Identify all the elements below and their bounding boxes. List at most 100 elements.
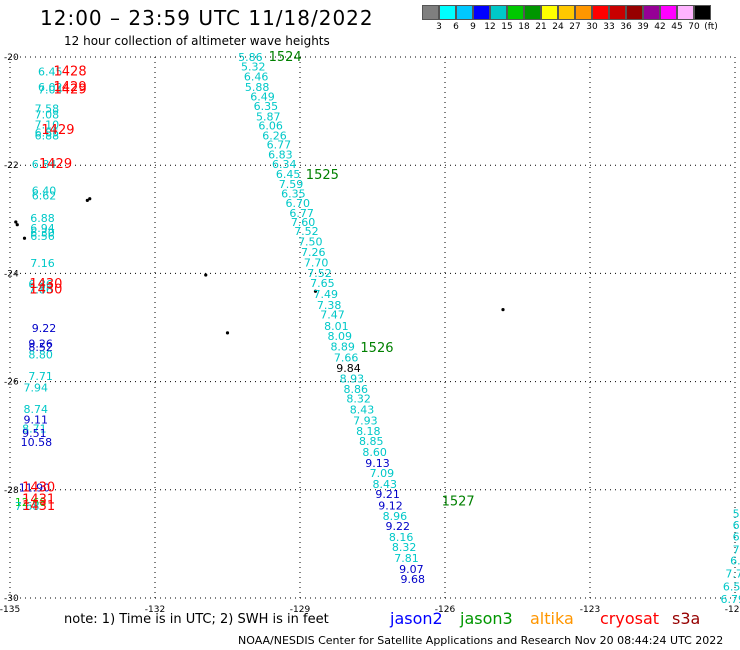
legend-label: 42 bbox=[654, 22, 666, 32]
x-tick-label: -132 bbox=[145, 605, 165, 615]
footer-credit: NOAA/NESDIS Center for Satellite Applica… bbox=[238, 634, 724, 647]
legend-swatch bbox=[643, 5, 660, 20]
wave-height-value: 9.22 bbox=[386, 520, 411, 533]
legend-label: 36 bbox=[620, 22, 632, 32]
wave-height-value: 7.93 bbox=[353, 415, 378, 428]
legend-swatch bbox=[422, 5, 439, 20]
y-tick-label: -30 bbox=[4, 594, 19, 604]
wave-height-value: 7.66 bbox=[334, 351, 359, 364]
wave-height-value: 7.10 bbox=[35, 119, 60, 132]
legend-swatch bbox=[660, 5, 677, 20]
y-tick-label: -24 bbox=[4, 269, 19, 279]
wave-height-value: 8.93 bbox=[340, 372, 365, 385]
wave-height-value: 8.89 bbox=[330, 340, 355, 353]
pass-number-label: 1527 bbox=[442, 495, 475, 510]
legend-label: 3 bbox=[436, 22, 442, 32]
legend-jason3: jason3 bbox=[460, 609, 513, 628]
legend-label: 30 bbox=[586, 22, 598, 32]
wave-height-value: 7.60 bbox=[291, 216, 316, 229]
map-title: 12:00 – 23:59 UTC 11/18/2022 bbox=[40, 6, 374, 30]
wave-height-value: 12.68 bbox=[15, 496, 47, 509]
legend-swatch bbox=[507, 5, 524, 20]
wave-height-value: 7.47 bbox=[320, 309, 345, 322]
wave-height-value: 7.70 bbox=[304, 257, 329, 270]
legend-swatch bbox=[439, 5, 456, 20]
wave-height-value: 7.72 bbox=[725, 568, 740, 581]
x-tick-label: -126 bbox=[435, 605, 456, 615]
wave-height-value: 8.85 bbox=[359, 435, 384, 448]
legend-altika: altika bbox=[530, 609, 574, 628]
wave-height-value: 6.88 bbox=[30, 212, 55, 225]
wave-height-value: 8.74 bbox=[24, 403, 49, 416]
wave-height-value: 7.50 bbox=[298, 235, 323, 248]
wave-height-value: 6.45 bbox=[276, 168, 301, 181]
wave-height-value: 6.70 bbox=[286, 197, 311, 210]
wave-height-value: 5.86 bbox=[238, 51, 263, 64]
legend-jason2: jason2 bbox=[390, 609, 443, 628]
x-tick-label: -123 bbox=[580, 605, 600, 615]
wave-height-value: 8.43 bbox=[373, 478, 398, 491]
island-marker bbox=[15, 223, 19, 227]
island-marker bbox=[85, 198, 89, 202]
y-tick-label: -28 bbox=[4, 486, 19, 496]
legend-label: 9 bbox=[470, 22, 476, 32]
x-tick-label: -120 bbox=[725, 605, 740, 615]
wave-height-value: 9.84 bbox=[336, 362, 361, 375]
island-marker bbox=[225, 331, 230, 335]
wave-height-value: 6.7 bbox=[730, 555, 740, 568]
legend-swatch bbox=[541, 5, 558, 20]
wave-height-value: 10.58 bbox=[21, 436, 52, 449]
pass-number-label: 1428 bbox=[54, 65, 87, 80]
wave-height-value: 6.88 bbox=[35, 129, 60, 142]
legend-label: 6 bbox=[453, 22, 459, 32]
pass-number-label: 1524 bbox=[269, 50, 302, 65]
wave-height-value: 7.65 bbox=[310, 277, 335, 290]
wave-height-value: 6.94 bbox=[30, 222, 55, 235]
pass-number-label: 1430 bbox=[29, 283, 62, 298]
pass-number-label: 1431 bbox=[22, 499, 55, 514]
wave-height-value: 7.16 bbox=[30, 257, 55, 270]
wave-height-value: 8.71 bbox=[22, 423, 47, 436]
y-tick-label: -26 bbox=[4, 378, 19, 388]
legend-swatch bbox=[575, 5, 592, 20]
wave-height-value: 6.84 bbox=[32, 158, 57, 171]
wave-height-value: 8.09 bbox=[328, 330, 353, 343]
wave-height-value: 8.18 bbox=[356, 425, 381, 438]
wave-height-value: 5. bbox=[733, 508, 740, 521]
wave-height-value: 9.26 bbox=[28, 338, 53, 351]
wave-height-value: 9.11 bbox=[24, 413, 49, 426]
wave-height-value: 6.86 bbox=[28, 278, 53, 291]
wave-height-value: 6.35 bbox=[254, 100, 279, 113]
pass-number-label: 1430 bbox=[29, 277, 62, 292]
island-marker bbox=[88, 197, 92, 201]
island-marker bbox=[14, 220, 18, 224]
legend-label: 15 bbox=[501, 22, 513, 32]
wave-height-value: 7.81 bbox=[394, 552, 419, 565]
legend-label: 24 bbox=[552, 22, 564, 32]
wave-height-value: 6.77 bbox=[289, 207, 314, 220]
wave-height-value: 6.49 bbox=[250, 90, 275, 103]
island-marker bbox=[313, 289, 318, 293]
pass-number-label: 1525 bbox=[306, 168, 339, 183]
wave-height-value: 9.22 bbox=[32, 322, 57, 335]
wave-height-value: 6.30 bbox=[30, 226, 55, 239]
legend-swatch bbox=[456, 5, 473, 20]
wave-height-value: 8.43 bbox=[350, 404, 375, 417]
island-marker bbox=[204, 273, 208, 277]
legend-swatch bbox=[490, 5, 507, 20]
pass-number-label: 1431 bbox=[22, 493, 55, 508]
wave-height-value: 7.71 bbox=[28, 370, 53, 383]
wave-height-value: 6.77 bbox=[267, 139, 292, 152]
wave-height-value: 7.49 bbox=[314, 288, 339, 301]
wave-height-value: 6.62 bbox=[32, 189, 57, 202]
legend-swatch bbox=[626, 5, 643, 20]
x-tick-label: -129 bbox=[290, 605, 311, 615]
wave-height-value: 5.87 bbox=[256, 111, 281, 124]
wave-height-value: 7.26 bbox=[301, 246, 326, 259]
wave-height-value: 9.13 bbox=[365, 457, 390, 470]
wave-height-value: 8.60 bbox=[362, 446, 387, 459]
legend-label: 21 bbox=[535, 22, 547, 32]
wave-height-value: 7.09 bbox=[370, 467, 395, 480]
wave-height-value: 6. bbox=[733, 530, 740, 543]
y-tick-label: -22 bbox=[4, 161, 19, 171]
